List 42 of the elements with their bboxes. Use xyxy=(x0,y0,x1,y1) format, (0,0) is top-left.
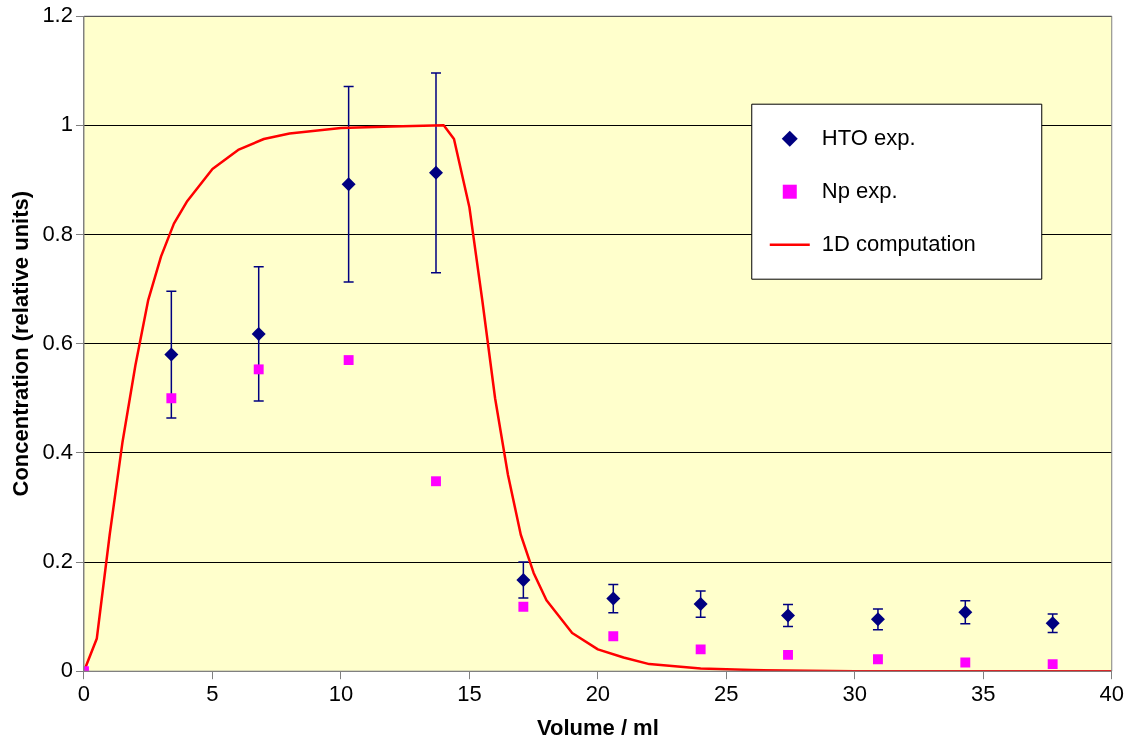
y-tick-label: 0.8 xyxy=(42,220,73,246)
x-tick-label: 40 xyxy=(1099,681,1125,707)
point xyxy=(164,347,179,362)
point xyxy=(516,573,531,588)
point xyxy=(608,631,619,642)
point xyxy=(253,364,264,375)
legend-label: Np exp. xyxy=(821,177,898,203)
x-tick-label: 20 xyxy=(585,681,611,707)
point xyxy=(518,601,529,612)
y-axis-title: Concentration (relative units) xyxy=(8,190,34,497)
point xyxy=(781,608,796,623)
y-tick-label: 0.6 xyxy=(42,329,73,355)
y-tick-label: 0.4 xyxy=(42,438,73,464)
point xyxy=(429,165,443,180)
x-tick-label: 10 xyxy=(328,681,354,707)
point xyxy=(873,654,883,665)
point xyxy=(431,476,441,487)
x-axis-title: Volume / ml xyxy=(536,714,659,740)
point xyxy=(958,605,973,620)
point xyxy=(166,393,177,404)
x-tick-label: 30 xyxy=(842,681,868,707)
legend-label: HTO exp. xyxy=(821,124,916,150)
y-tick-label: 0 xyxy=(60,657,73,683)
x-tick-label: 35 xyxy=(971,681,996,707)
point xyxy=(870,612,885,627)
y-tick-label: 1 xyxy=(60,111,73,137)
point xyxy=(783,649,793,660)
x-tick-label: 0 xyxy=(77,681,91,707)
point xyxy=(960,657,971,668)
x-tick-label: 15 xyxy=(457,681,482,707)
point xyxy=(341,177,356,192)
y-tick-label: 1.2 xyxy=(42,2,73,28)
point xyxy=(1047,659,1058,670)
point xyxy=(695,644,706,655)
x-tick-label: 25 xyxy=(714,681,739,707)
point xyxy=(606,591,621,606)
legend-label: 1D computation xyxy=(821,230,976,256)
point xyxy=(251,326,266,341)
y-tick-label: 0.2 xyxy=(42,548,73,574)
point xyxy=(343,355,354,366)
x-tick-label: 5 xyxy=(206,681,219,707)
point xyxy=(693,597,708,612)
